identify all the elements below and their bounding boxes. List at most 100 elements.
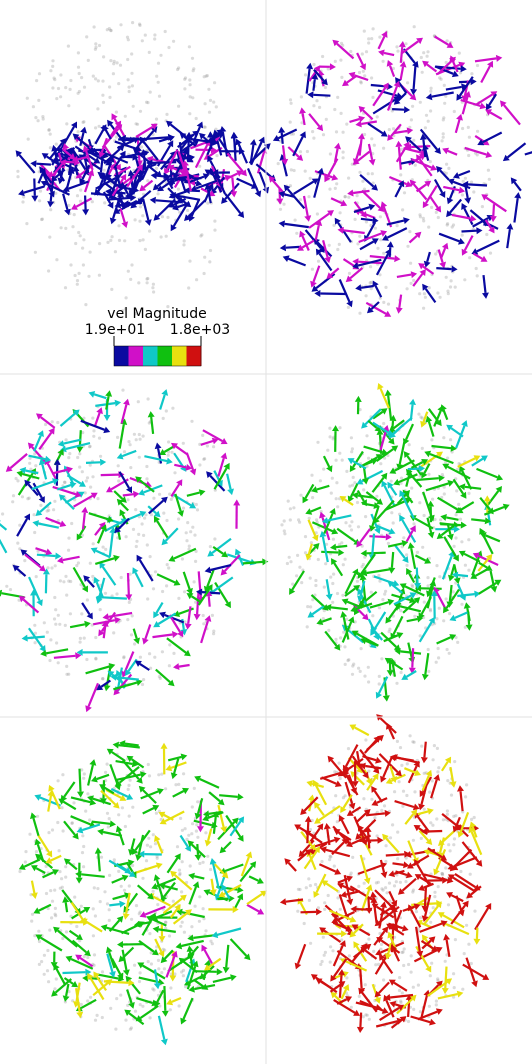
- arrow-head: [116, 915, 124, 923]
- vector-arrow: [359, 528, 371, 544]
- mesh-point: [64, 574, 68, 579]
- mesh-point: [292, 506, 296, 510]
- arrow-head: [414, 874, 422, 881]
- mesh-point: [105, 762, 109, 766]
- mesh-point: [347, 658, 351, 662]
- arrow-head: [321, 517, 329, 524]
- mesh-point: [324, 117, 328, 121]
- mesh-point: [119, 575, 123, 580]
- vector-arrow: [115, 773, 142, 782]
- mesh-point: [192, 580, 196, 584]
- mesh-point: [433, 895, 437, 899]
- mesh-point: [468, 256, 472, 260]
- vector-arrow: [118, 165, 131, 175]
- vector-arrow: [177, 201, 190, 209]
- arrow-head: [187, 840, 195, 848]
- vector-arrow: [412, 273, 424, 287]
- arrow-head: [321, 78, 328, 86]
- vector-arrow: [443, 536, 457, 557]
- arrow-head: [446, 424, 454, 431]
- mesh-point: [339, 41, 344, 45]
- render-panel: [279, 714, 492, 1033]
- mesh-point: [67, 456, 71, 460]
- arrow-head: [452, 554, 459, 562]
- mesh-point: [213, 81, 217, 85]
- arrow-head: [204, 839, 212, 847]
- arrow-head: [502, 503, 510, 511]
- vector-arrow: [472, 252, 483, 260]
- mesh-point: [59, 226, 63, 230]
- mesh-point: [359, 80, 363, 84]
- arrow-head: [297, 244, 304, 251]
- vector-arrow: [366, 551, 386, 555]
- mesh-point: [371, 614, 375, 618]
- mesh-point: [124, 307, 128, 311]
- arrow-head: [72, 155, 79, 163]
- arrow-head: [449, 864, 457, 872]
- vector-arrow: [340, 819, 350, 835]
- mesh-point: [78, 640, 82, 644]
- vector-arrow: [387, 942, 392, 955]
- vector-arrow: [81, 512, 86, 530]
- arrow-head: [281, 158, 289, 166]
- vector-arrow: [472, 217, 489, 228]
- vector-arrow: [398, 294, 403, 308]
- vector-arrow: [193, 979, 205, 988]
- arrow-head: [73, 1001, 80, 1008]
- mesh-point: [108, 85, 112, 89]
- mesh-point: [20, 495, 24, 499]
- arrow-head: [65, 955, 73, 963]
- arrow-head: [88, 391, 96, 398]
- mesh-point: [411, 890, 415, 894]
- arrow-head: [389, 467, 397, 474]
- arrow-head: [425, 93, 433, 101]
- vector-arrow: [249, 144, 255, 164]
- mesh-point: [432, 744, 436, 748]
- arrow-head: [406, 127, 414, 135]
- mesh-point: [81, 120, 85, 124]
- vector-arrow: [352, 450, 364, 468]
- arrow-head: [163, 172, 170, 180]
- arrow-head: [310, 280, 317, 288]
- mesh-point: [127, 600, 131, 605]
- arrow-head: [101, 620, 109, 627]
- mesh-point: [156, 958, 161, 963]
- vector-arrow: [385, 999, 395, 1018]
- mesh-point: [48, 928, 52, 932]
- arrow-head: [482, 973, 490, 980]
- mesh-point: [407, 443, 411, 447]
- arrow-head: [32, 520, 39, 527]
- arrow-head: [313, 891, 320, 898]
- mesh-point: [34, 850, 39, 854]
- vector-arrow: [457, 457, 476, 468]
- mesh-point: [365, 1013, 369, 1017]
- mesh-point: [393, 790, 397, 794]
- arrow-head: [38, 496, 45, 503]
- mesh-point: [370, 137, 374, 141]
- arrow-head: [186, 593, 194, 600]
- vector-arrow: [37, 172, 44, 184]
- vector-arrow: [318, 252, 333, 272]
- mesh-point: [163, 29, 167, 34]
- arrow-head: [424, 450, 432, 458]
- mesh-point: [67, 548, 71, 552]
- vector-arrow: [355, 602, 373, 611]
- mesh-point: [329, 491, 333, 495]
- mesh-point: [180, 970, 184, 974]
- vector-arrow: [467, 183, 488, 187]
- arrow-head: [487, 507, 494, 515]
- mesh-point: [355, 579, 359, 583]
- mesh-point: [120, 806, 124, 810]
- arrow-head: [390, 944, 397, 952]
- arrow-head: [192, 130, 200, 138]
- vector-arrow: [195, 178, 221, 190]
- vector-arrow: [322, 455, 331, 468]
- vector-arrow: [151, 917, 167, 927]
- vector-arrow: [16, 518, 28, 537]
- mesh-point: [345, 469, 349, 473]
- mesh-point: [67, 203, 71, 207]
- mesh-point: [180, 828, 184, 832]
- vector-arrow: [207, 596, 211, 607]
- arrow-head: [76, 533, 83, 541]
- vector-arrow: [18, 154, 36, 174]
